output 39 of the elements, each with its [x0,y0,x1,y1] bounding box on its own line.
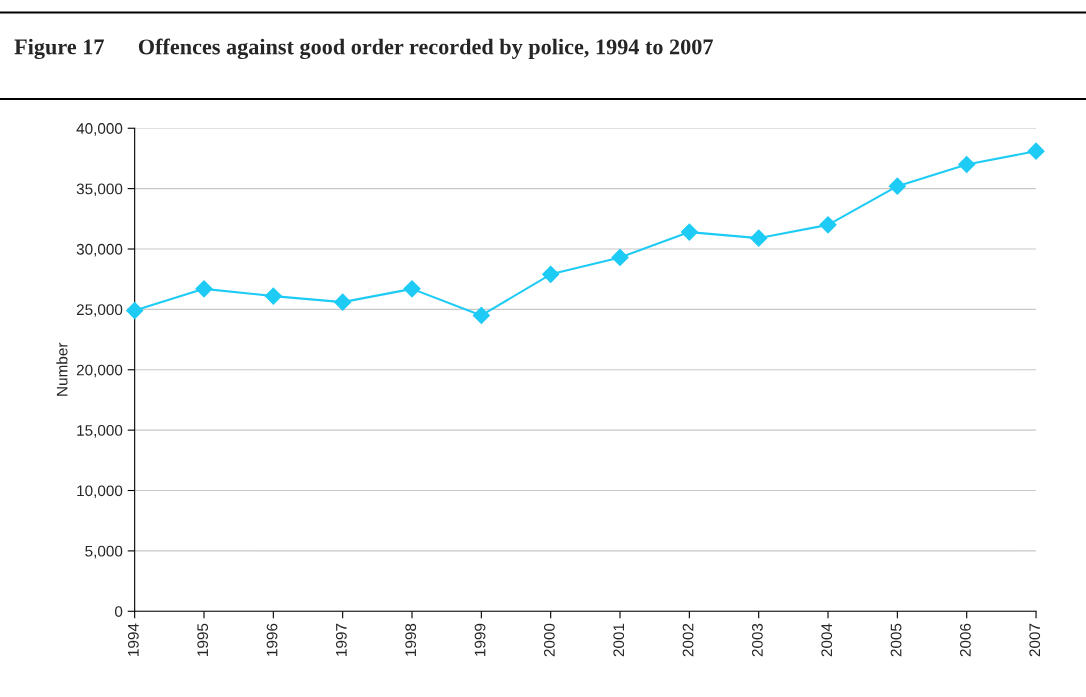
y-tick-label: 15,000 [77,425,123,438]
x-tick-label: 2007 [1029,623,1041,657]
x-tick-label: 1997 [335,623,347,656]
y-tick-label: 10,000 [77,485,123,498]
x-tick-label: 2003 [751,623,763,657]
point [819,216,837,234]
x-tick-label: 2004 [821,623,833,657]
point [334,293,352,311]
y-tick-label: 35,000 [76,183,123,197]
x-tick-label: 2001 [613,623,625,657]
point [472,306,490,324]
point [888,177,906,195]
point [680,223,698,241]
y-tick-label: 5,000 [85,545,123,559]
x-tick-label: 1998 [405,623,417,656]
x-tick-label: 2006 [959,623,971,657]
x-tick-label: 1996 [266,623,278,656]
y-tick-label: 0 [114,606,123,617]
point [958,155,976,174]
point [750,229,768,247]
point [126,302,144,320]
point [1027,142,1045,160]
y-tick-label: 25,000 [76,304,123,317]
x-tick-label: 1995 [197,623,209,656]
y-tick-label: 20,000 [76,364,123,378]
x-tick-label: 2002 [682,623,694,657]
point [611,248,629,267]
y-tick-label: 30,000 [76,243,123,257]
point [264,287,282,305]
x-tick-label: 2005 [890,623,902,657]
point [403,280,421,298]
x-tick-label: 2000 [543,623,555,657]
y-tick-label: 40,000 [76,123,123,136]
point [195,280,213,298]
y-axis-title: Number [56,342,68,396]
x-tick-label: 1994 [127,623,139,656]
point [542,265,560,283]
x-tick-label: 1999 [474,623,486,656]
chart-title: Figure 17 Offences against good order recorded by police, 1994 to 2007 [14,38,713,60]
